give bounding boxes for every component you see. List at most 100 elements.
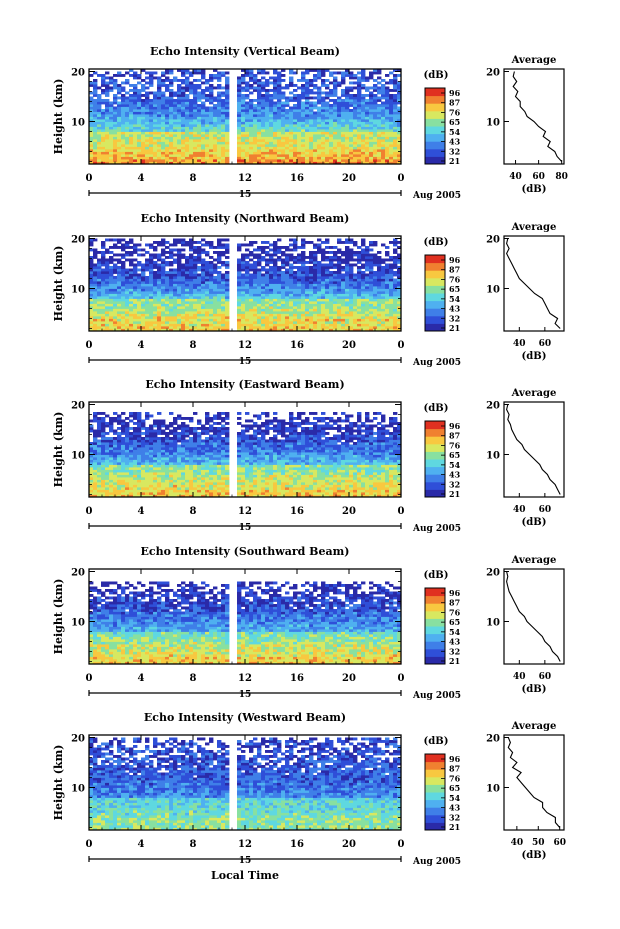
heatmap-cell xyxy=(333,321,338,324)
heatmap-cell xyxy=(385,313,390,317)
heatmap-cell xyxy=(373,114,378,117)
heatmap-cell xyxy=(225,276,230,279)
heatmap-cell xyxy=(201,268,206,272)
heatmap-cell xyxy=(225,306,230,309)
heatmap-cell xyxy=(93,119,98,122)
heatmap-cell xyxy=(285,126,290,130)
heatmap-cell xyxy=(249,278,254,282)
heatmap-cell xyxy=(205,96,210,100)
heatmap-cell xyxy=(265,94,270,97)
heatmap-cell xyxy=(313,311,318,314)
heatmap-cell xyxy=(245,328,250,332)
heatmap-cell xyxy=(329,134,334,137)
heatmap-cell xyxy=(93,288,98,292)
heatmap-cell xyxy=(217,144,222,147)
heatmap-cell xyxy=(129,119,134,122)
heatmap-cell xyxy=(173,323,178,327)
heatmap-cell xyxy=(101,79,106,82)
heatmap-cell xyxy=(177,126,182,130)
heatmap-cell xyxy=(253,134,258,137)
heatmap-cell xyxy=(217,253,222,257)
heatmap-cell xyxy=(177,293,182,297)
heatmap-cell xyxy=(389,114,394,117)
heatmap-cell xyxy=(329,298,334,302)
heatmap-cell xyxy=(349,109,354,112)
heatmap-cell xyxy=(161,139,166,142)
heatmap-cell xyxy=(373,283,378,287)
heatmap-cell xyxy=(169,256,174,259)
heatmap-cell xyxy=(301,278,306,282)
heatmap-cell xyxy=(213,104,218,107)
heatmap-cell xyxy=(337,278,342,282)
heatmap-cell xyxy=(189,326,194,329)
heatmap-cell xyxy=(121,89,126,92)
heatmap-cell xyxy=(357,121,362,125)
heatmap-cell xyxy=(337,119,342,122)
heatmap-cell xyxy=(357,86,362,90)
heatmap-cell xyxy=(129,114,134,117)
heatmap-cell xyxy=(261,318,266,322)
heatmap-cell xyxy=(301,263,306,267)
heatmap-cell xyxy=(169,104,174,107)
heatmap-cell xyxy=(369,114,374,117)
heatmap-cell xyxy=(165,151,170,155)
heatmap-cell xyxy=(217,326,222,329)
heatmap-cell xyxy=(213,328,218,332)
heatmap-cell xyxy=(249,161,254,165)
heatmap-cell xyxy=(213,111,218,115)
heatmap-cell xyxy=(153,109,158,112)
heatmap-cell xyxy=(161,281,166,284)
heatmap-cell xyxy=(237,288,242,292)
heatmap-cell xyxy=(385,146,390,150)
heatmap-cell xyxy=(97,286,102,289)
heatmap-cell xyxy=(269,278,274,282)
heatmap-cell xyxy=(341,71,346,75)
heatmap-cell xyxy=(373,121,378,125)
heatmap-cell xyxy=(125,134,130,137)
heatmap-cell xyxy=(353,286,358,289)
heatmap-cell xyxy=(365,248,370,252)
heatmap-cell xyxy=(121,139,126,142)
heatmap-cell xyxy=(157,311,162,314)
colorbar-tick-label: 65 xyxy=(449,117,460,127)
heatmap-cell xyxy=(201,104,206,107)
heatmap-cell xyxy=(281,114,286,117)
heatmap-cell xyxy=(313,328,318,332)
heatmap-cell xyxy=(329,109,334,112)
heatmap-cell xyxy=(305,139,310,142)
heatmap-cell xyxy=(141,161,146,165)
heatmap-cell xyxy=(393,126,398,130)
heatmap-cell xyxy=(337,114,342,117)
heatmap-cell xyxy=(257,124,262,127)
heatmap-cell xyxy=(197,161,202,165)
heatmap-cell xyxy=(105,273,110,277)
heatmap-cell xyxy=(277,74,282,77)
heatmap-cell xyxy=(221,313,226,317)
heatmap-cell xyxy=(325,139,330,142)
heatmap-cell xyxy=(381,328,386,332)
heatmap-cell xyxy=(285,288,290,292)
heatmap-cell xyxy=(357,318,362,322)
heatmap-cell xyxy=(197,104,202,107)
heatmap-cell xyxy=(205,318,210,322)
heatmap-cell xyxy=(277,109,282,112)
heatmap-cell xyxy=(153,321,158,324)
heatmap-cell xyxy=(273,283,278,287)
heatmap-cell xyxy=(181,323,186,327)
heatmap-cell xyxy=(361,141,366,145)
heatmap-cell xyxy=(133,296,138,299)
heatmap-cell xyxy=(289,253,294,257)
heatmap-cell xyxy=(325,111,330,115)
heatmap-cell xyxy=(353,303,358,307)
heatmap-cell xyxy=(349,281,354,284)
heatmap-cell xyxy=(305,311,310,314)
heatmap-cell xyxy=(93,298,98,302)
heatmap-cell xyxy=(169,109,174,112)
heatmap-cell xyxy=(113,144,118,147)
heatmap-cell xyxy=(349,298,354,302)
heatmap-cell xyxy=(273,114,278,117)
heatmap-cell xyxy=(97,316,102,319)
heatmap-cell xyxy=(209,281,214,284)
heatmap-cell xyxy=(281,258,286,262)
heatmap-cell xyxy=(361,146,366,150)
